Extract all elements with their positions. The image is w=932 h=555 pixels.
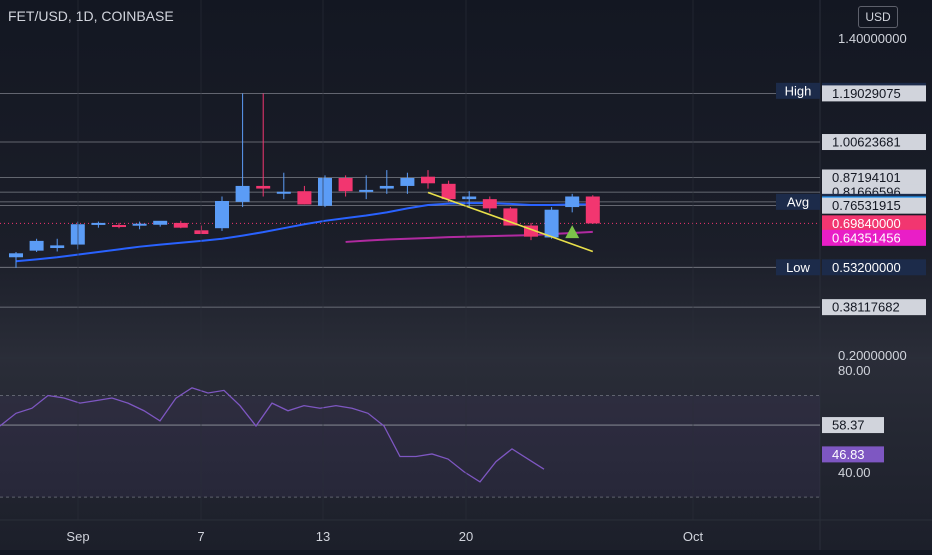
- rsi-value-label[interactable]: 58.37: [832, 418, 865, 433]
- symbol-title[interactable]: FET/USD, 1D, COINBASE: [8, 8, 174, 24]
- candle-down[interactable]: [482, 199, 497, 209]
- price-label-box: [822, 169, 926, 186]
- price-tag-box: [776, 259, 820, 276]
- candle-down[interactable]: [112, 225, 126, 228]
- price-label-box: [822, 85, 926, 102]
- candle-up[interactable]: [400, 178, 415, 186]
- candle-up[interactable]: [462, 196, 477, 200]
- rsi-line[interactable]: [0, 387, 545, 483]
- price-label-box: [822, 299, 926, 316]
- candle-up[interactable]: [235, 185, 250, 202]
- trendline[interactable]: [427, 191, 594, 253]
- price-label[interactable]: 0.64351456: [832, 230, 901, 245]
- time-axis-tick: 7: [197, 529, 204, 544]
- time-axis-tick: Sep: [66, 529, 89, 544]
- time-axis-tick: 13: [316, 529, 330, 544]
- price-tag-label: High: [785, 83, 812, 98]
- rsi-axis-tick: 40.00: [838, 465, 871, 480]
- time-axis-tick: Oct: [683, 529, 704, 544]
- candle-down[interactable]: [585, 196, 600, 224]
- price-label-box: [822, 229, 926, 246]
- price-tag-label: Avg: [787, 194, 809, 209]
- candle-down[interactable]: [338, 178, 353, 192]
- currency-button[interactable]: USD: [858, 6, 898, 28]
- candle-up[interactable]: [379, 185, 394, 189]
- price-label[interactable]: 0.69840000: [832, 216, 901, 231]
- time-axis-tick: 20: [459, 529, 473, 544]
- rsi-axis-tick: 80.00: [838, 363, 871, 378]
- rsi-label-box: [822, 446, 884, 463]
- candle-up[interactable]: [91, 222, 106, 225]
- price-axis-tick: 0.20000000: [838, 348, 907, 363]
- candle-up[interactable]: [50, 245, 65, 249]
- price-label-box: [822, 215, 926, 232]
- candle-up[interactable]: [565, 196, 580, 208]
- price-axis-tick: 1.40000000: [838, 31, 907, 46]
- price-label[interactable]: 0.53200000: [832, 260, 901, 275]
- candle-down[interactable]: [256, 185, 271, 189]
- rsi-label-box: [822, 417, 884, 434]
- candle-up[interactable]: [9, 253, 23, 258]
- candle-up[interactable]: [153, 220, 168, 225]
- rsi-value-label[interactable]: 46.83: [832, 447, 865, 462]
- price-label[interactable]: 1.19029075: [832, 86, 901, 101]
- candle-down[interactable]: [421, 176, 435, 184]
- price-label-box: [822, 197, 926, 214]
- candle-up[interactable]: [132, 223, 147, 226]
- candle-down[interactable]: [297, 191, 312, 205]
- candle-up[interactable]: [318, 178, 332, 206]
- candle-down[interactable]: [173, 222, 188, 228]
- price-tag-box: [776, 82, 820, 99]
- price-label[interactable]: 0.87194101: [832, 170, 901, 185]
- candle-up[interactable]: [29, 240, 44, 251]
- candle-up[interactable]: [544, 209, 559, 238]
- candle-down[interactable]: [524, 225, 538, 237]
- price-label-box: [822, 259, 926, 276]
- candle-up[interactable]: [215, 200, 229, 229]
- candle-down[interactable]: [441, 183, 456, 200]
- price-label[interactable]: 0.38117682: [832, 300, 900, 315]
- candle-up[interactable]: [359, 189, 374, 192]
- price-label[interactable]: 1.00623681: [832, 135, 901, 150]
- price-tag-box: [776, 193, 820, 210]
- price-tag-label: Low: [786, 260, 810, 275]
- price-label[interactable]: 0.76531915: [832, 198, 901, 213]
- rsi-band: [0, 395, 820, 498]
- triangle-marker-icon: [565, 225, 580, 239]
- price-label-box: [822, 134, 926, 151]
- candle-up[interactable]: [276, 191, 291, 194]
